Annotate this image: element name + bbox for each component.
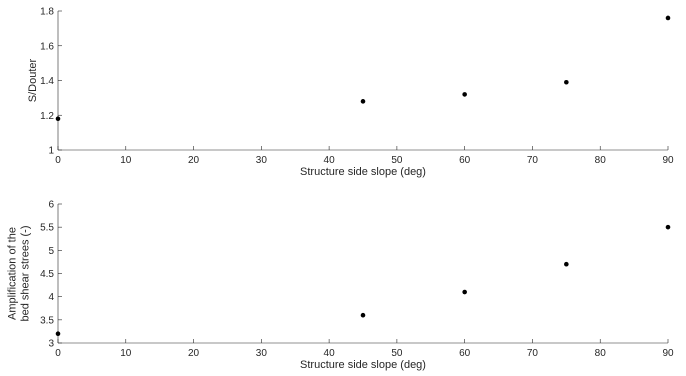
x-axis-label: Structure side slope (deg): [300, 166, 426, 178]
y-tick-label: 1.4: [40, 76, 54, 87]
data-point: [665, 224, 671, 230]
x-tick-label: 50: [391, 155, 403, 166]
x-tick-label: 40: [324, 348, 336, 359]
data-point: [564, 261, 569, 267]
y-tick-label: 1: [48, 146, 54, 157]
data-point: [462, 92, 467, 97]
data-point: [360, 99, 366, 104]
x-axis-label: Structure side slope (deg): [300, 359, 426, 371]
y-tick-label: 3: [48, 339, 54, 350]
x-tick-label: 90: [662, 155, 674, 166]
x-tick-label: 0: [55, 348, 61, 359]
data-point: [462, 289, 467, 295]
x-tick-label: 90: [662, 348, 674, 359]
x-tick-label: 60: [459, 155, 471, 166]
x-tick-label: 80: [595, 348, 607, 359]
x-tick-label: 20: [188, 348, 200, 359]
y-tick-label: 4: [48, 292, 54, 303]
data-point: [564, 79, 569, 85]
x-tick-label: 20: [188, 155, 200, 166]
y-tick-label: 5: [48, 246, 54, 257]
data-point: [360, 312, 366, 318]
y-tick-label: 1.6: [40, 41, 54, 52]
x-tick-label: 40: [324, 155, 336, 166]
y-axis-label: bed shear strees (-): [20, 226, 32, 322]
y-axis-label: S/Douter: [27, 58, 39, 102]
x-tick-label: 70: [527, 348, 539, 359]
x-tick-label: 10: [120, 155, 132, 166]
x-tick-label: 50: [391, 348, 403, 359]
x-tick-label: 30: [256, 155, 268, 166]
y-tick-label: 1.2: [40, 111, 54, 122]
data-point: [55, 116, 61, 122]
y-axis-label: Amplification of the: [7, 227, 19, 320]
x-tick-label: 0: [55, 155, 61, 166]
x-tick-label: 80: [595, 155, 607, 166]
y-tick-label: 3.5: [40, 315, 54, 326]
y-tick-label: 1.8: [40, 7, 54, 18]
y-tick-label: 4.5: [40, 269, 54, 280]
y-tick-label: 6: [48, 200, 54, 211]
x-tick-label: 30: [256, 348, 268, 359]
chart-panel-2: 0 10 20 30 40 50 60 70 80 90 3 3.5 4 4.5 5 5.5 6 Structur…: [7, 200, 674, 372]
y-tick-label: 5.5: [40, 223, 54, 234]
data-point: [665, 15, 671, 21]
x-tick-label: 60: [459, 348, 471, 359]
x-tick-label: 70: [527, 155, 539, 166]
data-point: [55, 331, 61, 337]
x-tick-label: 10: [120, 348, 132, 359]
chart-panel-1: 0 10 20 30 40 50 60 70 80 90 1 1.2 1.4 1.6 1.8 Structur…: [27, 7, 674, 179]
